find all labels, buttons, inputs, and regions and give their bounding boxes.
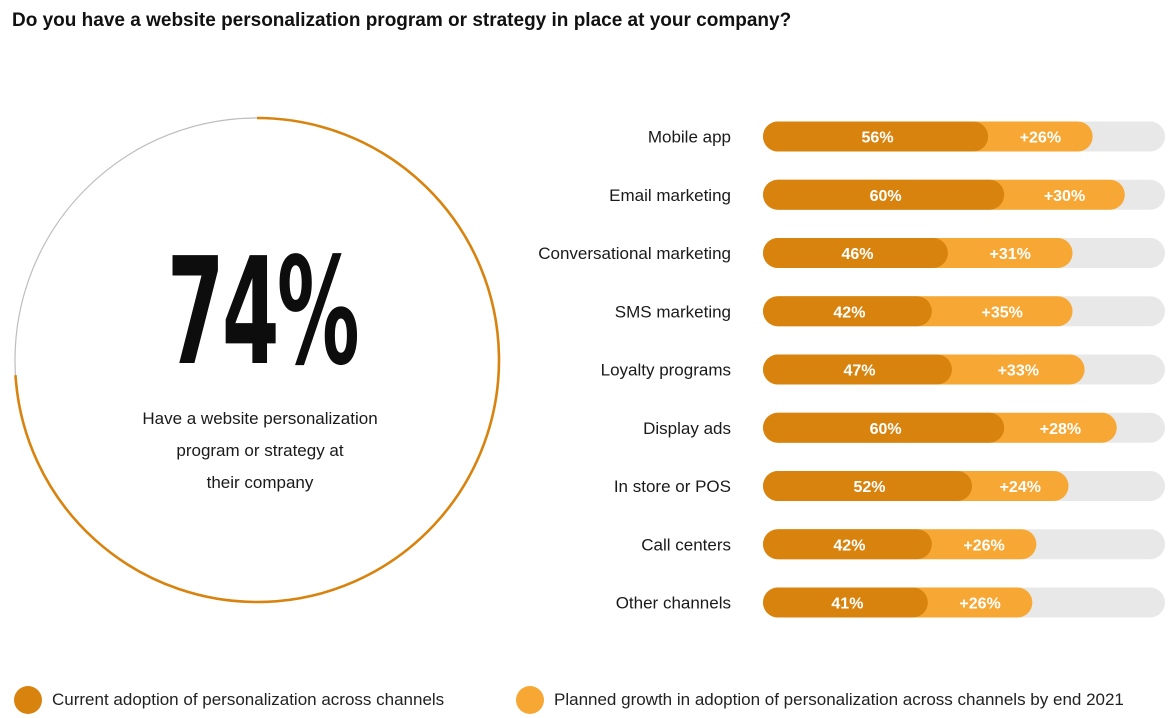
current-value-label: 56% xyxy=(862,130,894,147)
legend-swatch-current xyxy=(14,686,42,714)
bar-current-adoption xyxy=(763,121,989,152)
category-label: In store or POS xyxy=(614,477,731,496)
current-value-label: 42% xyxy=(833,304,865,321)
planned-value-label: +33% xyxy=(998,363,1039,380)
planned-value-label: +26% xyxy=(959,596,1000,613)
bar-row: Display ads 60% +28% xyxy=(643,412,1165,443)
current-value-label: 46% xyxy=(841,246,873,263)
bar-row: Conversational marketing 46% +31% xyxy=(538,238,1165,268)
category-label: Email marketing xyxy=(609,186,731,205)
category-label: Loyalty programs xyxy=(601,361,731,380)
planned-value-label: +26% xyxy=(1020,130,1061,147)
current-value-label: 47% xyxy=(843,363,875,380)
legend: Current adoption of personalization acro… xyxy=(0,686,1176,716)
planned-value-label: +35% xyxy=(982,304,1023,321)
bar-row: Loyalty programs 47% +33% xyxy=(601,354,1165,385)
chart-title: Do you have a website personalization pr… xyxy=(12,10,792,31)
legend-item-planned: Planned growth in adoption of personaliz… xyxy=(516,686,1124,714)
bar-row: Call centers 42% +26% xyxy=(641,529,1165,560)
bar-row: SMS marketing 42% +35% xyxy=(615,296,1165,327)
category-label: SMS marketing xyxy=(615,302,731,321)
ring-progress-arc xyxy=(14,116,501,604)
planned-value-label: +26% xyxy=(963,537,1004,554)
legend-swatch-planned xyxy=(516,686,544,714)
category-label: Other channels xyxy=(616,594,731,613)
legend-label-planned: Planned growth in adoption of personaliz… xyxy=(554,690,1124,709)
bar-row: Email marketing 60% +30% xyxy=(609,179,1165,210)
category-label: Display ads xyxy=(643,419,731,438)
planned-value-label: +28% xyxy=(1040,421,1081,438)
headline-value: 74% xyxy=(167,226,360,398)
current-value-label: 60% xyxy=(870,188,902,205)
current-value-label: 52% xyxy=(854,479,886,496)
category-label: Call centers xyxy=(641,535,731,554)
category-label: Mobile app xyxy=(648,128,731,147)
legend-label-current: Current adoption of personalization acro… xyxy=(52,690,445,709)
category-label: Conversational marketing xyxy=(538,244,731,263)
bar-current-adoption xyxy=(763,238,948,268)
legend-item-current: Current adoption of personalization acro… xyxy=(14,686,444,714)
headline-caption-line-2: program or strategy at xyxy=(176,441,344,460)
current-value-label: 42% xyxy=(833,537,865,554)
headline-caption-line-3: their company xyxy=(206,473,314,492)
current-value-label: 41% xyxy=(831,596,863,613)
planned-value-label: +30% xyxy=(1044,188,1085,205)
bar-row: In store or POS 52% +24% xyxy=(614,471,1165,501)
bar-row: Other channels 41% +26% xyxy=(616,587,1165,618)
planned-value-label: +24% xyxy=(1000,479,1041,496)
bar-current-adoption xyxy=(763,179,1005,210)
bar-current-adoption xyxy=(763,296,932,327)
headline-ring xyxy=(14,116,501,604)
bar-current-adoption xyxy=(763,354,952,385)
headline-caption-line-1: Have a website personalization xyxy=(142,409,378,428)
headline-caption: Have a website personalization program o… xyxy=(110,403,410,499)
current-value-label: 60% xyxy=(870,421,902,438)
bar-row: Mobile app 56% +26% xyxy=(648,121,1165,152)
bar-current-adoption xyxy=(763,412,1005,443)
bar-current-adoption xyxy=(763,471,973,501)
bar-current-adoption xyxy=(763,529,932,560)
bar-current-adoption xyxy=(763,587,928,618)
planned-value-label: +31% xyxy=(990,246,1031,263)
